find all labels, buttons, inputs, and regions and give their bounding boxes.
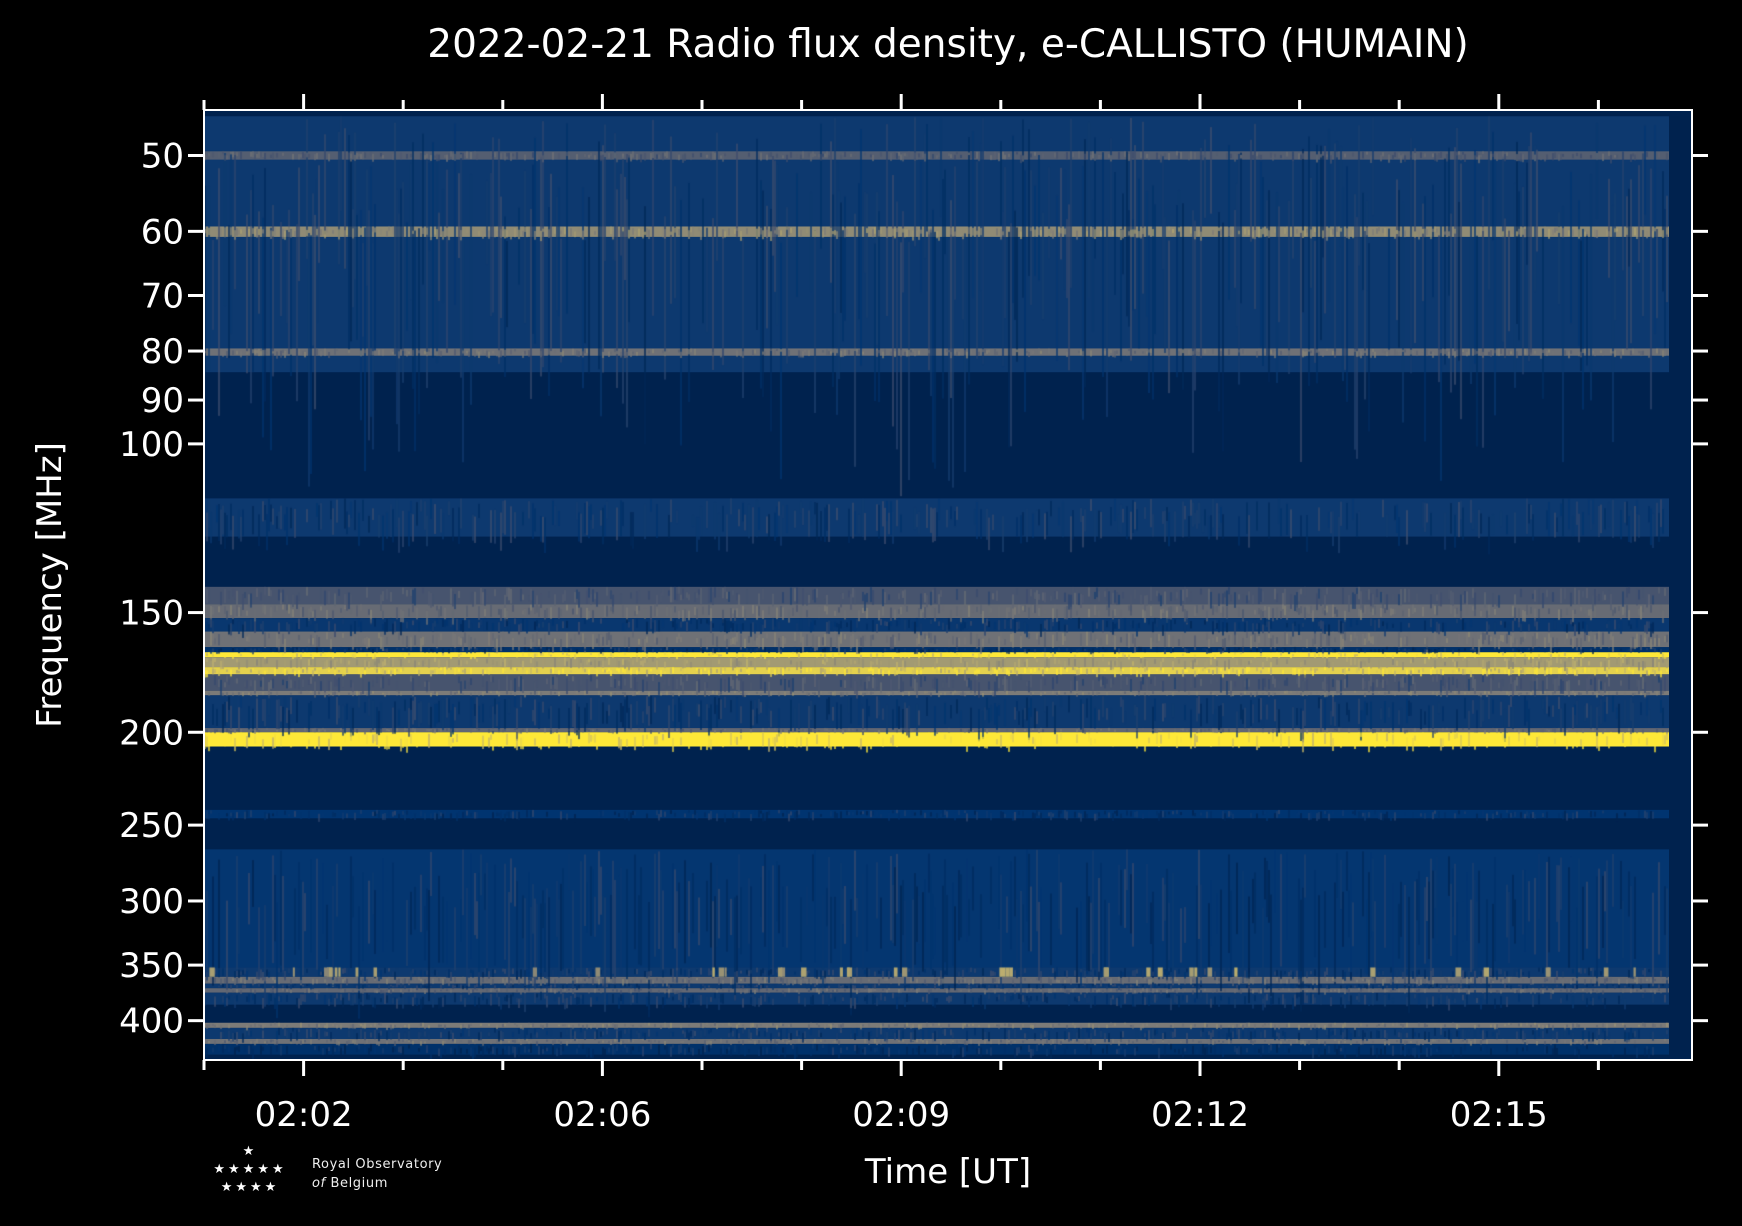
x-tick-label: 02:09 [852, 1095, 950, 1135]
chart-title: 2022-02-21 Radio flux density, e-CALLIST… [427, 22, 1469, 67]
y-tick-label: 70 [141, 276, 184, 316]
y-tick-label: 60 [141, 212, 184, 252]
y-tick-label: 350 [119, 946, 184, 986]
y-tick-label: 300 [119, 882, 184, 922]
y-tick-label: 50 [141, 137, 184, 177]
x-tick-label: 02:02 [255, 1095, 353, 1135]
y-tick-label: 80 [141, 332, 184, 372]
heatmap-noise [204, 110, 1692, 1060]
y-axis-label: Frequency [MHz] [30, 442, 70, 728]
y-tick-label: 200 [119, 713, 184, 753]
x-tick-label: 02:15 [1450, 1095, 1548, 1135]
y-tick-label: 400 [119, 1002, 184, 1042]
x-axis-label: Time [UT] [864, 1152, 1032, 1192]
x-tick-label: 02:12 [1151, 1095, 1249, 1135]
logo-line2: Belgium [330, 1176, 388, 1191]
plot-frame [203, 109, 1693, 1061]
y-tick-label: 100 [119, 425, 184, 465]
y-tick-label: 90 [141, 381, 184, 421]
x-tick-label: 02:06 [553, 1095, 651, 1135]
logo-line1: Royal Observatory [312, 1157, 443, 1172]
royal-observatory-logo: ★ ★★★★★ ★★★★ Royal Observatory of Belgium [210, 1143, 470, 1203]
y-tick-label: 250 [119, 806, 184, 846]
y-tick-label: 150 [119, 594, 184, 634]
stars-icon: ★ ★★★★★ ★★★★ [213, 1144, 287, 1195]
logo-line2-prefix: of [312, 1176, 326, 1191]
